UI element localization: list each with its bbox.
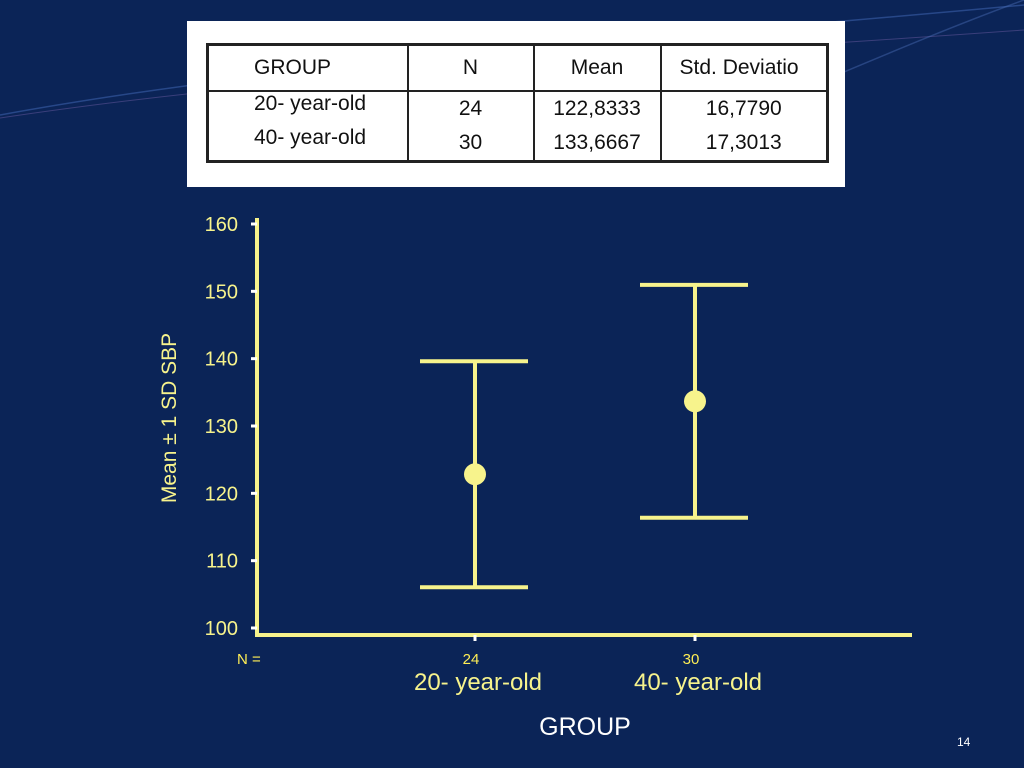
- y-tick-label: 160: [205, 214, 238, 236]
- cell-std-deviation: 16,7790: [659, 91, 828, 126]
- cell-group: 20- year-old: [254, 92, 367, 115]
- y-tick-label: 110: [206, 551, 238, 573]
- n-count-label: 24: [463, 651, 480, 668]
- y-tick-label: 140: [205, 349, 238, 371]
- mean-point: [464, 463, 486, 486]
- y-axis-title: Mean ± 1 SD SBP: [158, 333, 181, 503]
- y-tick-label: 120: [205, 483, 238, 505]
- mean-point: [684, 390, 706, 413]
- column-header-std-deviation: Std. Deviatio: [659, 44, 828, 91]
- n-prefix-label: N =: [237, 651, 261, 668]
- cell-group: 40- year-old: [254, 126, 367, 149]
- cell-std-deviation: 17,3013: [659, 126, 828, 162]
- table-row: 20- year-old 24 122,8333 16,7790: [208, 91, 828, 126]
- x-axis-title: GROUP: [539, 713, 631, 741]
- column-header-mean: Mean: [532, 44, 661, 91]
- cell-mean: 133,6667: [532, 126, 661, 162]
- page-number: 14: [957, 735, 971, 749]
- cell-n: 24: [406, 91, 534, 126]
- table-header-row: GROUP N Mean Std. Deviatio: [207, 44, 828, 91]
- x-category-label: 20- year-old: [414, 669, 542, 696]
- y-tick-label: 150: [205, 281, 238, 303]
- statistics-table-panel: GROUP N Mean Std. Deviatio 20- year-old …: [187, 21, 845, 187]
- statistics-table: GROUP N Mean Std. Deviatio 20- year-old …: [206, 43, 829, 163]
- n-count-label: 30: [683, 651, 700, 668]
- cell-mean: 122,8333: [532, 91, 661, 126]
- cell-n: 30: [406, 126, 534, 162]
- x-category-label: 40- year-old: [634, 669, 762, 696]
- column-header-group: GROUP: [254, 56, 332, 79]
- table-row: 40- year-old 30 133,6667 17,3013: [208, 126, 828, 162]
- y-tick-label: 100: [205, 618, 238, 640]
- y-tick-label: 130: [205, 416, 238, 438]
- column-header-n: N: [406, 44, 534, 91]
